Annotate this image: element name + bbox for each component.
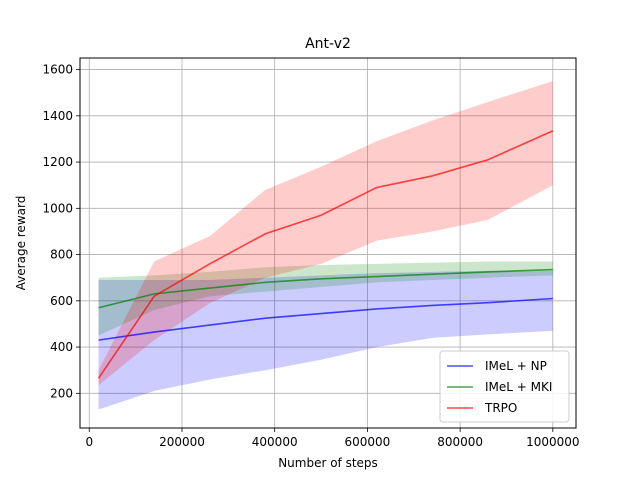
y-tick-label: 800 [50,248,73,262]
legend-label-0: IMeL + NP [485,359,547,373]
y-tick-label: 1200 [42,155,73,169]
x-tick-label: 600000 [344,435,390,449]
y-tick-label: 200 [50,386,73,400]
series-line-1 [98,268,553,309]
y-axis-ticks: 200 400 600 800 1000 1200 1400 1600 [42,63,80,400]
confidence-band-1 [98,261,553,336]
y-tick-label: 1600 [42,63,73,77]
chart-title: Ant-v2 [305,36,351,52]
series-line-2 [97,130,554,379]
x-tick-label: 1000000 [526,435,579,449]
x-tick-label: 0 [85,435,93,449]
legend-box [439,350,570,423]
x-tick-label: 200000 [159,435,205,449]
y-tick-label: 600 [50,294,73,308]
legend-label-1: IMeL + MKI [485,380,552,394]
y-tick-label: 1400 [42,109,73,123]
x-axis-label: Number of steps [278,456,378,470]
x-tick-label: 800000 [437,435,483,449]
y-tick-label: 400 [50,340,73,354]
confidence-band-2 [98,81,553,386]
y-axis-label: Average reward [14,196,28,291]
legend-label-2: TRPO [484,401,517,415]
grid-lines [80,58,576,428]
y-tick-label: 1000 [42,201,73,215]
x-axis-ticks: 0 200000 400000 600000 800000 1000000 [85,428,580,449]
legend: IMeL + NP IMeL + MKI TRPO [439,350,570,423]
plot-frame [79,57,577,429]
series-lines [97,130,554,379]
x-tick-label: 400000 [252,435,298,449]
series-line-0 [98,297,553,341]
